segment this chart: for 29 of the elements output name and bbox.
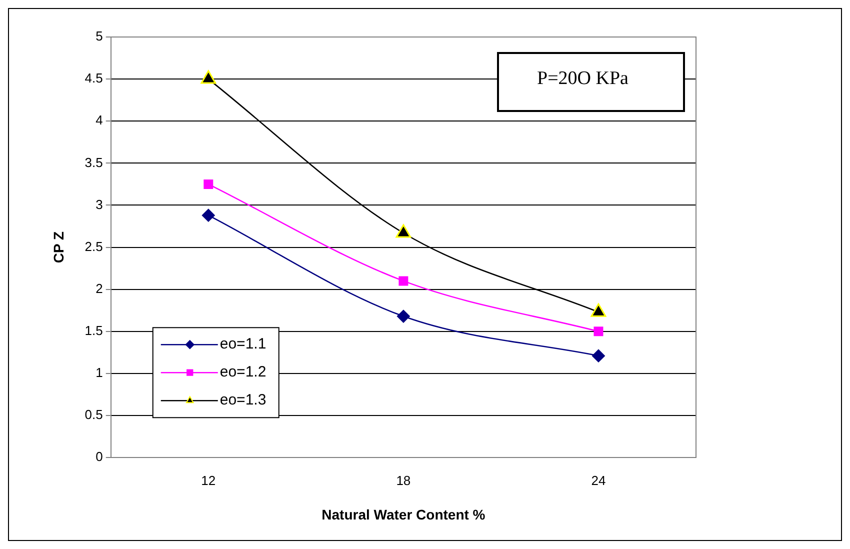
legend-label: eo=1.2 [220,364,266,381]
legend-label: eo=1.1 [220,336,266,353]
legend-label: eo=1.3 [220,392,266,409]
y-tick-label: 3 [96,196,103,212]
annotation: P=20O KPa [537,68,628,89]
point [396,224,412,238]
y-tick-label: 1 [96,365,103,380]
x-tick-label: 18 [396,472,411,488]
y-tick-label: 4.5 [84,70,103,86]
y-tick-label: 1.5 [84,323,103,338]
y-tick-label: 0 [96,449,103,464]
point [204,179,214,189]
y-tick-label: 5 [96,28,103,44]
y-tick-label: 4 [96,112,103,128]
point [202,208,215,222]
y-tick-label: 2 [96,280,103,296]
point [592,349,605,362]
x-tick-label: 12 [201,472,216,488]
y-axis-title: CP Z [50,231,66,264]
point [200,70,216,84]
y-tick-label: 0.5 [84,407,103,422]
point [594,326,604,336]
y-tick-label: 3.5 [84,154,103,170]
y-tick-label: 2.5 [84,238,103,254]
note-box: P=20O KPa [497,52,685,112]
x-tick-label: 24 [591,472,606,488]
point [398,276,408,286]
x-axis-title: Natural Water Content % [322,506,486,522]
point [396,310,410,323]
